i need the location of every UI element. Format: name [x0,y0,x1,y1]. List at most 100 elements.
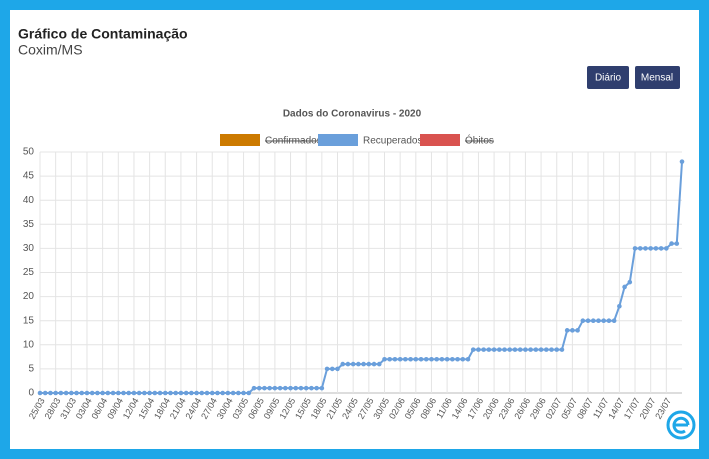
data-point [481,347,486,352]
series-line [40,161,683,394]
data-point [293,385,299,391]
data-point [189,390,194,396]
data-point [523,347,528,352]
y-tick-label: 20 [23,291,35,302]
data-point [53,390,58,396]
data-point [653,246,659,251]
y-tick-label: 40 [23,195,35,206]
y-tick-label: 10 [23,339,35,350]
data-point [194,390,199,396]
y-tick-label: 30 [23,243,35,254]
data-point [288,385,293,391]
data-point [455,356,460,362]
data-point [575,328,580,333]
data-point [251,385,257,391]
y-tick-label: 15 [23,315,35,326]
data-point [491,347,497,352]
data-point [590,318,596,324]
data-point [58,390,64,396]
y-tick-label: 0 [28,388,34,399]
data-point [622,284,627,290]
data-point [403,356,408,362]
data-point [444,356,450,362]
data-point [570,328,575,333]
data-point [230,390,236,396]
data-point [580,318,586,324]
legend-swatch [318,134,358,146]
data-point [517,347,523,352]
y-tick-label: 5 [28,364,34,375]
y-tick-label: 25 [23,267,35,278]
data-point [74,390,79,396]
data-point [131,390,137,396]
data-point [215,390,220,396]
data-point [199,390,205,396]
data-point [549,347,554,352]
data-point [319,385,325,391]
data-point [37,390,43,396]
data-point [643,246,648,251]
data-point [121,390,126,396]
data-point [84,390,90,396]
data-point [272,385,278,391]
data-point [413,356,419,362]
data-point [632,246,638,251]
data-point [470,347,476,352]
data-point [267,385,272,391]
data-point [173,390,179,396]
data-point [366,361,372,367]
data-point [418,356,424,362]
data-point [664,246,669,251]
data-point [262,385,267,391]
data-point [183,390,189,396]
data-point [533,347,539,352]
data-point [89,390,95,396]
data-point [637,246,643,251]
data-point [277,385,283,391]
data-point [439,356,445,362]
y-tick-label: 35 [23,219,35,230]
data-point [460,356,466,362]
data-point [220,390,225,396]
data-point [361,361,366,367]
button-label[interactable]: Diário [595,73,622,84]
data-point [168,390,173,396]
data-point [147,390,152,396]
data-point [497,347,502,352]
data-point [69,390,74,396]
data-point [340,361,346,367]
data-point [324,366,330,372]
data-point [450,356,455,362]
data-point [528,347,533,352]
logo-mark [672,416,690,434]
legend-swatch [420,134,460,146]
data-point [601,318,607,324]
data-point [350,361,356,367]
y-tick-label: 45 [23,171,35,182]
data-point [658,246,664,251]
data-point [543,347,549,352]
data-point [376,361,382,367]
data-point [554,347,560,352]
button-mensal[interactable] [635,66,680,89]
data-point [209,390,215,396]
panel [10,10,699,449]
page-title: Gráfico de Contaminação [18,26,188,42]
legend-label: Confirmados [265,136,322,147]
data-point [408,356,413,362]
data-point [564,328,570,333]
data-point [465,356,471,362]
data-point [178,390,184,396]
data-point [236,390,241,396]
data-point [157,390,163,396]
chart-title: Dados do Coronavirus - 2020 [283,109,422,120]
data-point [42,390,48,396]
button-label[interactable]: Mensal [641,73,673,84]
data-point [204,390,210,396]
legend-swatch [220,134,260,146]
data-point [648,246,653,251]
button-diario[interactable] [587,66,629,89]
data-point [110,390,116,396]
data-point [429,356,434,362]
data-point [241,390,246,396]
